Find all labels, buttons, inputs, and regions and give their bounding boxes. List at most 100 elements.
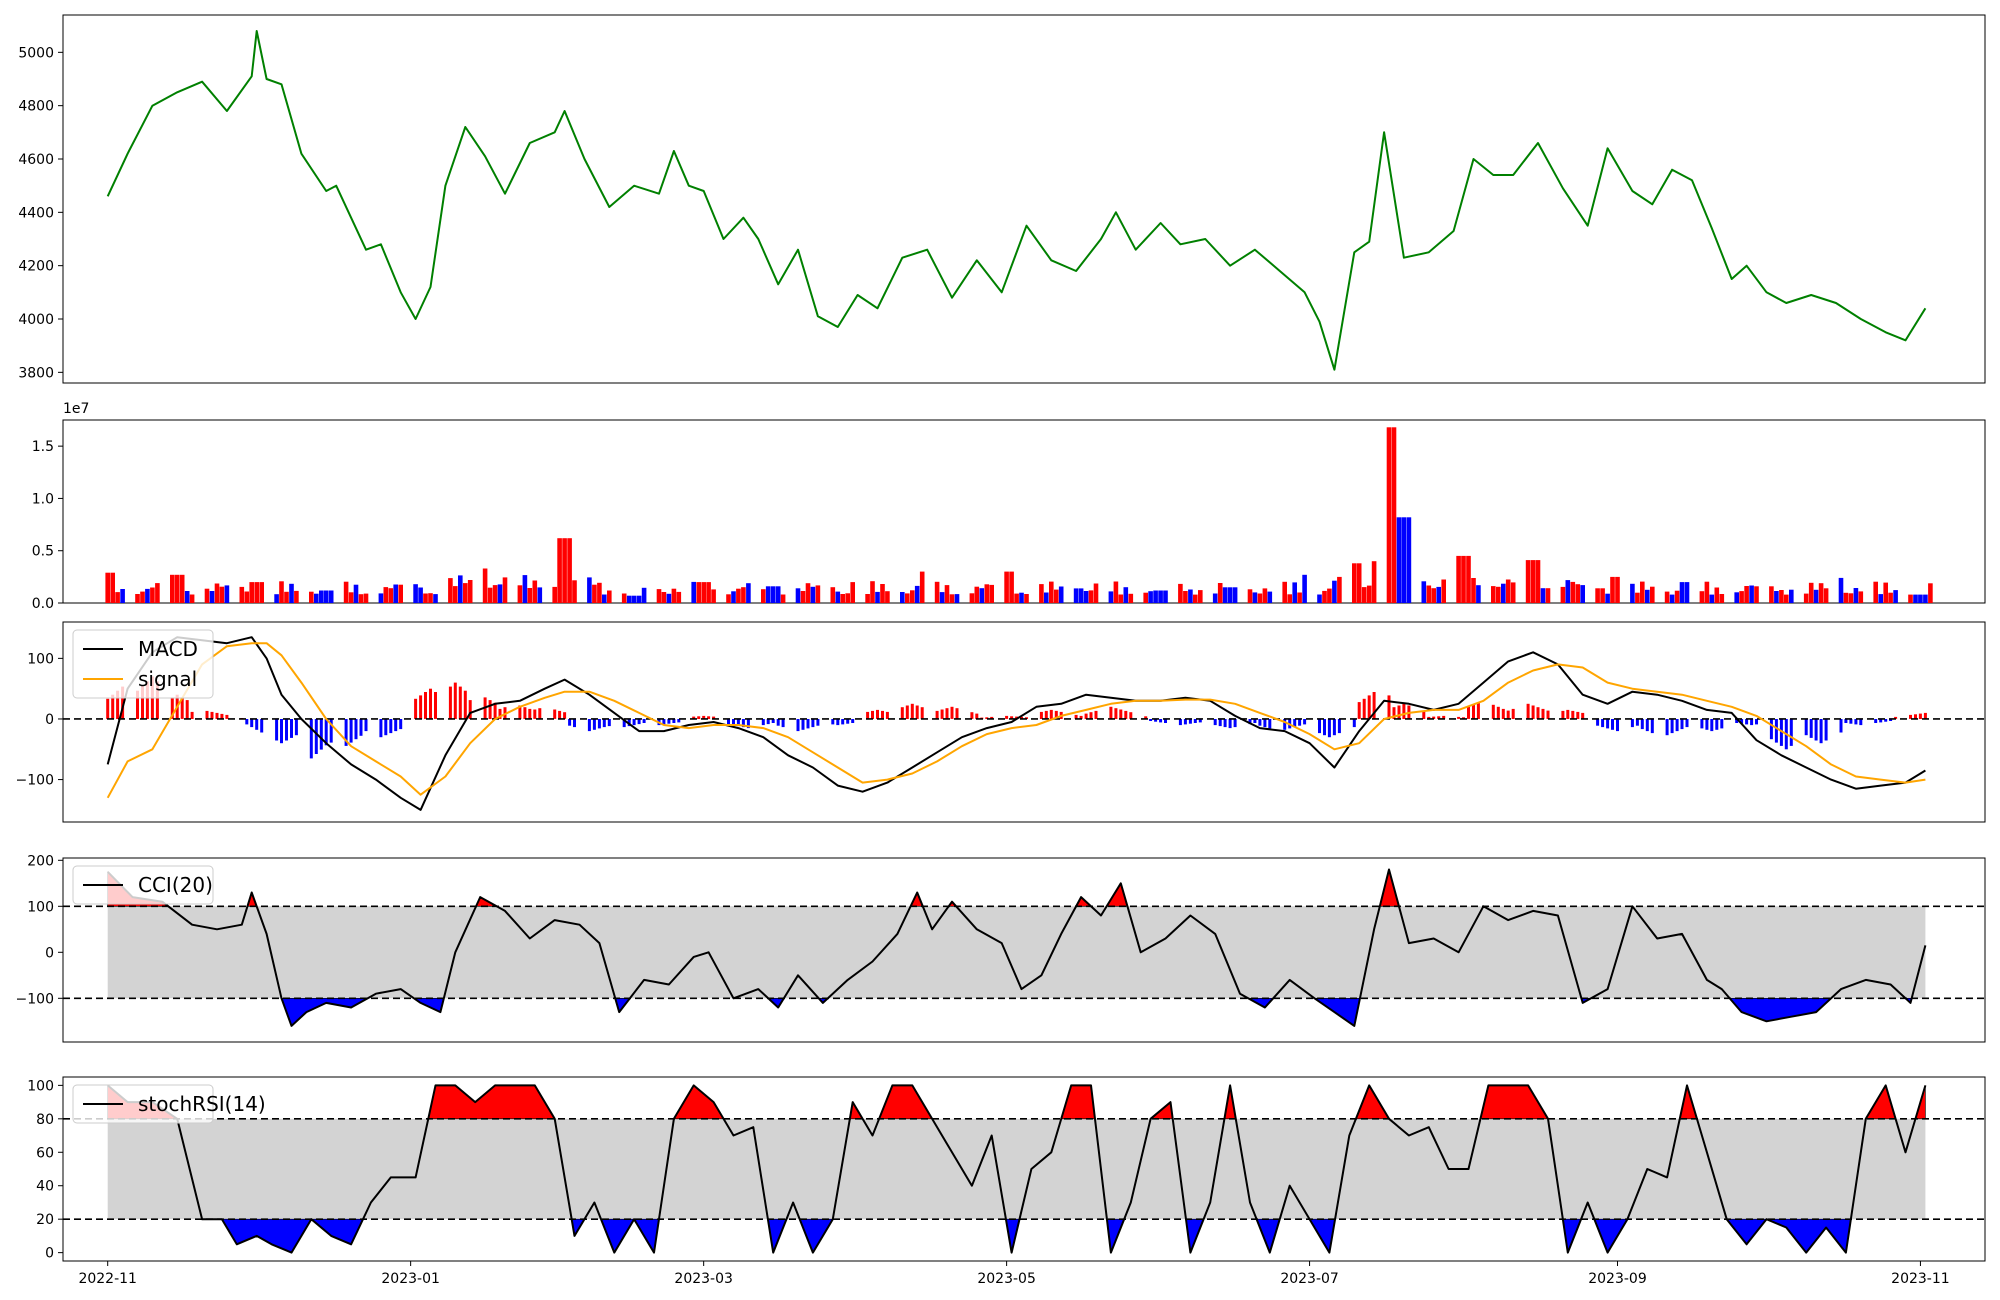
volume-bar bbox=[1371, 561, 1377, 603]
volume-bar bbox=[1525, 560, 1531, 603]
macd-hist-bar bbox=[672, 719, 676, 723]
volume-bar bbox=[1679, 582, 1685, 603]
volume-bar bbox=[1744, 586, 1749, 603]
volume-bar bbox=[1739, 591, 1744, 603]
macd-hist-bar bbox=[1402, 703, 1406, 719]
volume-bar bbox=[532, 580, 538, 603]
macd-hist-bar bbox=[1283, 719, 1287, 730]
volume-bar bbox=[1054, 589, 1059, 603]
volume-bar bbox=[1456, 555, 1461, 603]
macd-hist-bar bbox=[319, 719, 323, 750]
macd-hist-bar bbox=[364, 719, 368, 732]
volume-bar bbox=[174, 574, 180, 603]
macd-hist-bar bbox=[1804, 719, 1808, 736]
price-ytick-label: 4800 bbox=[18, 99, 54, 115]
macd-hist-bar bbox=[707, 716, 711, 719]
macd-hist-bar bbox=[871, 710, 874, 719]
macd-hist-bar bbox=[692, 716, 696, 719]
volume-bar bbox=[448, 578, 453, 603]
stochrsi-frame bbox=[62, 1076, 1986, 1262]
volume-bar bbox=[1510, 582, 1516, 603]
volume-bar bbox=[319, 590, 324, 603]
macd-hist-bar bbox=[1581, 712, 1585, 719]
volume-bar bbox=[1605, 593, 1610, 603]
volume-bar bbox=[954, 594, 960, 603]
volume-bar bbox=[1421, 581, 1427, 603]
volume-bar bbox=[1838, 577, 1844, 603]
macd-hist-bar bbox=[1387, 695, 1391, 719]
macd-hist-bar bbox=[493, 702, 497, 719]
macd-hist-bar bbox=[1789, 719, 1793, 746]
macd-hist-bar bbox=[1039, 711, 1043, 719]
volume-bar bbox=[1088, 590, 1094, 603]
volume-bar bbox=[1009, 571, 1014, 603]
volume-bar bbox=[423, 593, 428, 603]
macd-hist-bar bbox=[1020, 716, 1023, 719]
macd-hist-bar bbox=[285, 719, 288, 741]
volume-bar bbox=[413, 584, 418, 603]
macd-hist-bar bbox=[1298, 719, 1302, 726]
volume-bar bbox=[1545, 588, 1551, 603]
volume-bar bbox=[244, 591, 250, 603]
macd-hist-bar bbox=[1735, 719, 1739, 723]
volume-scale-label: 1e7 bbox=[63, 401, 89, 417]
macd-legend-label: MACD bbox=[138, 637, 198, 661]
volume-bar bbox=[969, 593, 975, 603]
macd-hist-bar bbox=[1576, 711, 1580, 719]
macd-hist-bar bbox=[1397, 705, 1401, 719]
volume-bar bbox=[1024, 594, 1029, 603]
volume-bar bbox=[1734, 592, 1739, 603]
cci-ytick-label: 200 bbox=[27, 853, 54, 869]
volume-bar bbox=[572, 580, 577, 603]
macd-hist-bar bbox=[1467, 706, 1470, 719]
volume-bar bbox=[1704, 581, 1710, 603]
volume-bar bbox=[463, 583, 468, 603]
macd-hist-bar bbox=[1154, 719, 1158, 722]
macd-hist-bar bbox=[920, 707, 924, 719]
volume-bar bbox=[1674, 590, 1680, 603]
cci-panel: −100 0 100 200 CCI(20) bbox=[16, 853, 1986, 1043]
volume-bar bbox=[602, 594, 607, 603]
volume-bar bbox=[914, 585, 920, 603]
macd-hist-bar bbox=[553, 709, 557, 719]
volume-bar bbox=[736, 588, 741, 603]
stochrsi-ytick-label: 80 bbox=[36, 1112, 54, 1128]
macd-hist-bar bbox=[414, 698, 418, 719]
volume-bar bbox=[1491, 586, 1496, 603]
volume-bar bbox=[1049, 581, 1054, 603]
volume-bar bbox=[1014, 593, 1019, 603]
cci-frame bbox=[62, 857, 1986, 1043]
macd-hist-bar bbox=[667, 719, 671, 724]
macd-hist-bar bbox=[776, 719, 780, 726]
volume-bar bbox=[711, 589, 716, 603]
volume-bar bbox=[145, 588, 150, 603]
volume-bar bbox=[761, 589, 766, 603]
macd-hist-bar bbox=[746, 719, 750, 729]
macd-hist-bar bbox=[940, 709, 944, 719]
macd-hist-bar bbox=[1084, 713, 1088, 719]
macd-legend-box bbox=[72, 629, 214, 699]
macd-hist-bar bbox=[915, 705, 919, 719]
macd-hist-bar bbox=[1774, 719, 1778, 743]
macd-hist-bar bbox=[290, 719, 293, 738]
price-ytick-label: 4000 bbox=[18, 312, 54, 328]
volume-bar bbox=[1252, 592, 1258, 603]
volume-bar bbox=[631, 595, 637, 603]
volume-bar bbox=[607, 590, 612, 603]
volume-bar bbox=[170, 574, 175, 603]
macd-hist-bar bbox=[1332, 719, 1336, 736]
x-tick-label: 2023-03 bbox=[674, 1271, 733, 1287]
volume-bar bbox=[1858, 591, 1864, 603]
macd-hist-bar bbox=[1144, 716, 1148, 719]
volume-bar bbox=[1595, 588, 1600, 603]
macd-hist-bar bbox=[1750, 719, 1754, 726]
volume-bar bbox=[309, 591, 314, 603]
volume-bar bbox=[1843, 592, 1849, 603]
volume-bar bbox=[1699, 591, 1705, 603]
volume-bar bbox=[1784, 594, 1789, 603]
volume-bar bbox=[358, 594, 364, 603]
macd-hist-bar bbox=[766, 719, 770, 725]
macd-hist-bar bbox=[1700, 719, 1704, 729]
macd-hist-bar bbox=[468, 700, 472, 719]
volume-bar bbox=[1640, 581, 1645, 603]
